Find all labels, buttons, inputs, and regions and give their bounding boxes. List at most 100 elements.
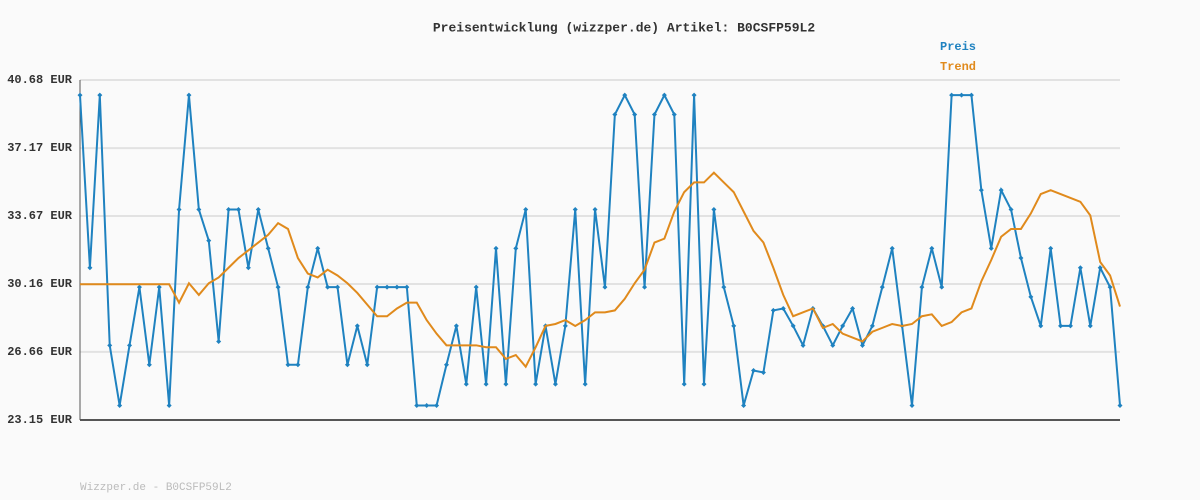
point [443, 362, 449, 368]
y-tick-label: 30.16 EUR [7, 277, 73, 291]
point [1028, 294, 1034, 300]
point [374, 284, 380, 290]
point [483, 381, 489, 387]
point [869, 323, 875, 329]
point [1058, 323, 1064, 329]
point [602, 284, 608, 290]
series-line [79, 92, 1121, 407]
point [245, 265, 251, 271]
point [127, 342, 133, 348]
point [691, 92, 697, 98]
point [1087, 323, 1093, 329]
point [325, 284, 331, 290]
point [988, 245, 994, 251]
point [949, 92, 955, 98]
y-tick-label: 26.66 EUR [7, 345, 73, 359]
point [493, 245, 499, 251]
point [859, 342, 865, 348]
point [770, 307, 776, 313]
point [1117, 402, 1123, 408]
point [671, 112, 677, 118]
point [1008, 207, 1014, 213]
point [622, 92, 628, 98]
point [424, 402, 430, 408]
point [1107, 284, 1113, 290]
point [364, 362, 370, 368]
point [186, 92, 192, 98]
point [889, 245, 895, 251]
point [117, 402, 123, 408]
point [959, 92, 965, 98]
point [751, 368, 757, 374]
point [235, 207, 241, 213]
y-tick-label: 23.15 EUR [7, 413, 73, 427]
point [642, 284, 648, 290]
point [216, 338, 222, 344]
point [612, 112, 618, 118]
point [503, 381, 509, 387]
point [1048, 245, 1054, 251]
y-tick-label: 33.67 EUR [7, 209, 73, 223]
point [978, 187, 984, 193]
point [661, 92, 667, 98]
point [404, 284, 410, 290]
point [255, 207, 261, 213]
point [344, 362, 350, 368]
point [800, 342, 806, 348]
point [721, 284, 727, 290]
point [582, 381, 588, 387]
series-line [80, 171, 1121, 369]
point [473, 284, 479, 290]
point [572, 207, 578, 213]
point [830, 342, 836, 348]
point [1018, 255, 1024, 261]
point [285, 362, 291, 368]
point [156, 284, 162, 290]
point [107, 342, 113, 348]
point [592, 207, 598, 213]
point [295, 362, 301, 368]
point [850, 305, 856, 311]
point [840, 323, 846, 329]
point [939, 284, 945, 290]
point [998, 187, 1004, 193]
point [701, 381, 707, 387]
point [275, 284, 281, 290]
point [919, 284, 925, 290]
point [1077, 265, 1083, 271]
point [434, 402, 440, 408]
point [533, 381, 539, 387]
point [523, 207, 529, 213]
point [354, 323, 360, 329]
point [394, 284, 400, 290]
point [335, 284, 341, 290]
point [463, 381, 469, 387]
legend-entry: Preis [940, 40, 976, 54]
y-tick-label: 40.68 EUR [7, 73, 73, 87]
point [790, 323, 796, 329]
point [711, 207, 717, 213]
point [453, 323, 459, 329]
point [552, 381, 558, 387]
point [562, 323, 568, 329]
point [77, 92, 83, 98]
point [176, 207, 182, 213]
point [1038, 323, 1044, 329]
point [681, 381, 687, 387]
point [315, 245, 321, 251]
point [136, 284, 142, 290]
point [968, 92, 974, 98]
point [166, 402, 172, 408]
point [1097, 265, 1103, 271]
point [414, 402, 420, 408]
point [879, 284, 885, 290]
point [929, 245, 935, 251]
point [146, 362, 152, 368]
point [632, 112, 638, 118]
y-tick-label: 37.17 EUR [7, 141, 73, 155]
point [265, 245, 271, 251]
point [97, 92, 103, 98]
point [741, 402, 747, 408]
point [780, 305, 786, 311]
